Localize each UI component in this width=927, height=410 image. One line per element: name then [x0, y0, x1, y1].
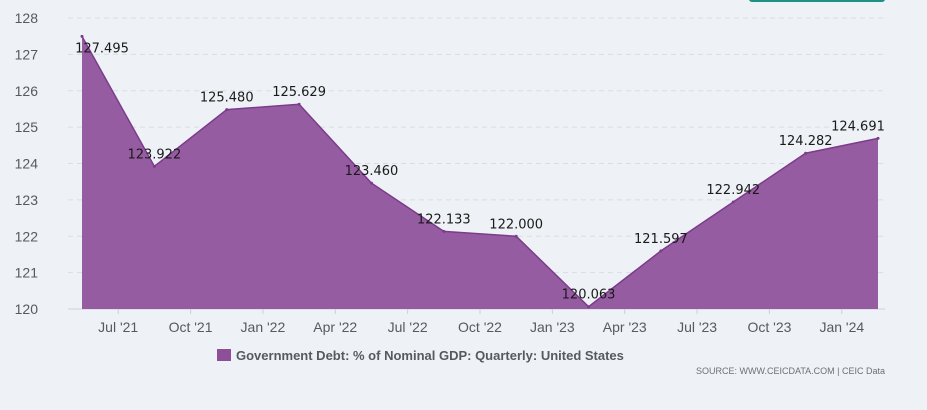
y-tick-label: 122	[15, 228, 39, 244]
data-label: 122.133	[417, 212, 471, 227]
y-tick-label: 123	[15, 192, 39, 208]
y-tick-label: 120	[15, 301, 39, 317]
data-label: 120.063	[562, 288, 616, 303]
series-area[interactable]	[82, 36, 878, 310]
data-point[interactable]	[876, 136, 880, 140]
data-labels: 127.495 123.922 125.480 125.629 123.460 122.1…	[75, 41, 885, 302]
data-point[interactable]	[80, 34, 84, 38]
data-label: 125.629	[272, 85, 326, 100]
data-point[interactable]	[152, 164, 156, 168]
top-tab[interactable]	[749, 0, 885, 2]
data-point[interactable]	[442, 229, 446, 233]
data-point[interactable]	[225, 108, 229, 112]
x-tick-label: Apr '22	[313, 319, 357, 335]
data-label: 124.282	[779, 134, 833, 149]
x-tick-label: Oct '22	[458, 319, 502, 335]
series-line	[81, 36, 879, 308]
y-axis: 120 121 122 123 124 125 126 127 128	[15, 10, 39, 317]
data-label: 121.597	[634, 232, 688, 247]
x-tick-label: Jul '23	[677, 319, 717, 335]
legend-swatch	[217, 349, 231, 361]
x-tick-label: Oct '21	[169, 319, 213, 335]
x-tick-label: Jan '23	[530, 319, 575, 335]
y-tick-label: 128	[15, 10, 39, 26]
data-label: 127.495	[75, 41, 129, 56]
legend-label[interactable]: Government Debt: % of Nominal GDP: Quart…	[236, 348, 624, 363]
source-text: SOURCE: WWW.CEICDATA.COM | CEIC Data	[696, 366, 885, 376]
data-point[interactable]	[587, 305, 591, 309]
area-layer	[80, 34, 880, 310]
data-label: 123.460	[345, 164, 399, 179]
x-tick-label: Jan '24	[819, 319, 864, 335]
x-axis: Jul '21 Oct '21 Jan '22 Apr '22 Jul '22 Oct '…	[98, 309, 864, 335]
y-tick-label: 124	[15, 156, 39, 172]
data-point[interactable]	[804, 151, 808, 155]
x-tick-label: Jul '21	[98, 319, 138, 335]
data-label: 122.000	[489, 217, 543, 232]
x-tick-label: Apr '23	[603, 319, 647, 335]
data-point[interactable]	[369, 181, 373, 185]
data-point[interactable]	[731, 200, 735, 204]
y-tick-label: 127	[15, 46, 39, 62]
legend[interactable]: Government Debt: % of Nominal GDP: Quart…	[217, 348, 624, 363]
data-point[interactable]	[659, 249, 663, 253]
y-tick-label: 126	[15, 83, 39, 99]
data-label: 122.942	[706, 183, 760, 198]
y-tick-label: 125	[15, 119, 39, 135]
x-tick-label: Jul '22	[388, 319, 428, 335]
data-point[interactable]	[514, 234, 518, 238]
x-tick-label: Jan '22	[241, 319, 286, 335]
data-label: 124.691	[831, 119, 885, 134]
data-label: 123.922	[127, 147, 181, 162]
data-label: 125.480	[200, 91, 254, 106]
y-tick-label: 121	[15, 265, 39, 281]
data-point[interactable]	[297, 102, 301, 106]
x-tick-label: Oct '23	[747, 319, 791, 335]
